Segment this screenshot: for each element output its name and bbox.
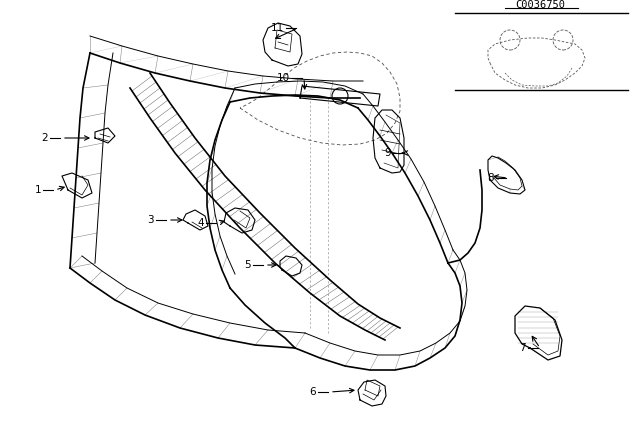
Text: 1: 1	[35, 185, 41, 195]
Text: C0036750: C0036750	[515, 0, 565, 10]
Text: 8: 8	[488, 173, 494, 183]
Text: 6: 6	[309, 387, 316, 397]
Text: 3: 3	[147, 215, 154, 225]
Text: 7: 7	[520, 343, 526, 353]
Text: 5: 5	[244, 260, 251, 270]
Text: 10: 10	[277, 73, 290, 83]
Text: 9: 9	[385, 148, 391, 158]
Text: 4: 4	[197, 218, 204, 228]
Text: 2: 2	[42, 133, 48, 143]
Text: 11: 11	[271, 23, 284, 33]
